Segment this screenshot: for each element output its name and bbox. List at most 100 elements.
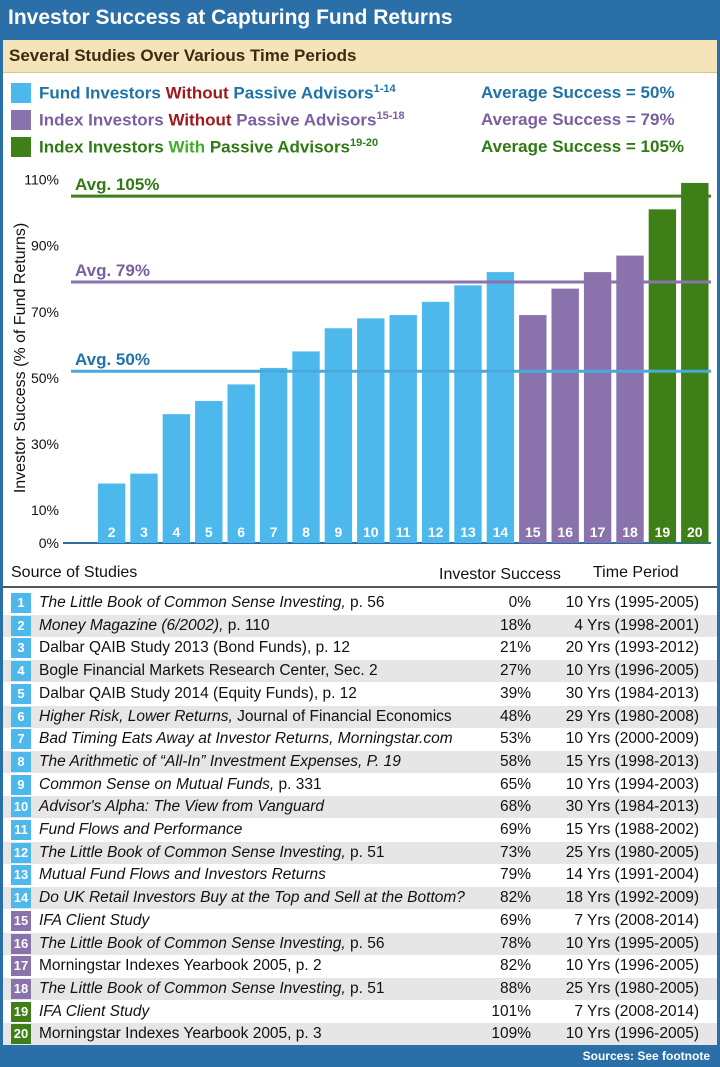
bar-label: 8	[302, 524, 310, 540]
row-number-badge: 12	[11, 842, 31, 863]
row-number-badge: 17	[11, 956, 31, 977]
legend-average: Average Success = 79%	[481, 110, 675, 129]
row-success: 68%	[499, 798, 531, 816]
bar-8	[292, 351, 320, 543]
table-row: 17 Morningstar Indexes Yearbook 2005, p. …	[3, 955, 717, 977]
row-period: 4 Yrs (1998-2001)	[574, 616, 699, 634]
row-period: 25 Yrs (1980-2005)	[565, 979, 699, 997]
table-row: 10 Advisor's Alpha: The View from Vanguar…	[3, 796, 717, 819]
table-row: 11 Fund Flows and Performance 69% 15 Yrs (1…	[3, 819, 717, 841]
bar-5	[195, 400, 223, 543]
sources-footnote: Sources: See footnote	[582, 1049, 710, 1063]
row-period: 10 Yrs (1995-2005)	[565, 934, 699, 952]
table-row: 6 Higher Risk, Lower Returns, Journal of …	[3, 705, 717, 728]
content-panel: Several Studies Over Various Time Period…	[3, 40, 717, 1046]
row-success: 39%	[499, 684, 531, 702]
y-axis-label: Investor Success (% of Fund Returns)	[12, 223, 29, 493]
legend-label: Index Investors Without Passive Advisors…	[39, 110, 405, 130]
table-row: 14 Do UK Retail Investors Buy at the Top …	[3, 887, 717, 910]
bar-label: 20	[687, 524, 703, 540]
legend-swatch	[11, 110, 31, 130]
y-tick-label: 30%	[31, 436, 59, 452]
row-success: 58%	[499, 752, 531, 770]
table-header: Source of Studies Investor Success Time …	[3, 560, 717, 588]
row-period: 10 Yrs (1996-2005)	[565, 662, 699, 680]
row-source: Bad Timing Eats Away at Investor Returns…	[39, 730, 453, 748]
row-source: Morningstar Indexes Yearbook 2005, p. 3	[39, 1025, 322, 1043]
row-number-badge: 19	[11, 1001, 31, 1022]
bar-14	[486, 272, 515, 543]
y-tick-label: 0%	[39, 535, 59, 551]
row-number-badge: 13	[11, 865, 31, 886]
page-title: Investor Success at Capturing Fund Retur…	[8, 6, 453, 29]
row-source: Do UK Retail Investors Buy at the Top an…	[39, 889, 465, 907]
row-success: 27%	[499, 662, 531, 680]
bar-7	[259, 367, 288, 543]
bar-10	[357, 318, 385, 543]
row-number-badge: 9	[11, 774, 31, 795]
y-tick-label: 50%	[31, 370, 59, 386]
row-number-badge: 8	[11, 751, 31, 772]
row-source: The Little Book of Common Sense Investin…	[39, 594, 385, 611]
row-period: 10 Yrs (1996-2005)	[565, 957, 699, 975]
row-source: Mutual Fund Flows and Investors Returns	[39, 866, 326, 884]
row-source: Dalbar QAIB Study 2014 (Equity Funds), p…	[39, 684, 357, 702]
row-period: 10 Yrs (1994-2003)	[565, 775, 699, 793]
bar-17	[583, 272, 612, 543]
row-number-badge: 18	[11, 978, 31, 999]
table-row: 20 Morningstar Indexes Yearbook 2005, p. …	[3, 1023, 717, 1046]
bar-18	[616, 255, 644, 543]
bar-label: 2	[108, 524, 116, 540]
table-row: 2 Money Magazine (6/2002), p. 110 18% 4 Yrs…	[3, 614, 717, 637]
row-period: 10 Yrs (1995-2005)	[565, 594, 699, 611]
table-row: 18 The Little Book of Common Sense Invest…	[3, 977, 717, 1000]
row-number-badge: 3	[11, 638, 31, 659]
row-source: Dalbar QAIB Study 2013 (Bond Funds), p. …	[39, 639, 351, 657]
bar-13	[454, 285, 482, 543]
y-tick-label: 10%	[31, 502, 59, 518]
average-label: Avg. 105%	[75, 175, 159, 194]
row-source: Common Sense on Mutual Funds, p. 331	[39, 775, 322, 793]
bar-12	[421, 301, 450, 543]
row-period: 7 Yrs (2008-2014)	[574, 911, 699, 929]
row-success: 82%	[499, 957, 531, 975]
subtitle: Several Studies Over Various Time Period…	[9, 46, 357, 65]
y-tick-label: 90%	[31, 238, 59, 254]
bar-label: 7	[270, 524, 278, 540]
legend-swatch	[11, 83, 31, 103]
row-number-badge: 1	[11, 593, 31, 613]
row-source: Advisor's Alpha: The View from Vanguard	[39, 798, 324, 816]
row-success: 73%	[499, 843, 531, 861]
bar-19	[648, 209, 677, 543]
row-number-badge: 10	[11, 797, 31, 818]
bar-label: 9	[335, 524, 343, 540]
bar-label: 5	[205, 524, 213, 540]
row-source: The Arithmetic of “All-In” Investment Ex…	[39, 752, 401, 770]
row-source: Fund Flows and Performance	[39, 821, 243, 838]
row-source: IFA Client Study	[39, 911, 150, 929]
row-period: 29 Yrs (1980-2008)	[565, 707, 699, 725]
row-success: 88%	[499, 979, 531, 997]
bar-label: 17	[590, 524, 606, 540]
bar-6	[227, 384, 255, 543]
row-source: Money Magazine (6/2002), p. 110	[39, 616, 270, 634]
row-source: The Little Book of Common Sense Investin…	[39, 843, 385, 861]
row-success: 21%	[499, 639, 531, 657]
row-success: 69%	[499, 821, 531, 838]
row-number-badge: 15	[11, 910, 31, 931]
bar-4	[162, 414, 191, 543]
row-period: 30 Yrs (1984-2013)	[565, 798, 699, 816]
row-period: 18 Yrs (1992-2009)	[565, 889, 699, 907]
row-success: 109%	[491, 1025, 531, 1043]
row-number-badge: 5	[11, 683, 31, 704]
bar-label: 13	[460, 524, 476, 540]
table-row: 16 The Little Book of Common Sense Invest…	[3, 932, 717, 955]
table-row: 4 Bogle Financial Markets Research Center…	[3, 660, 717, 683]
row-source: Morningstar Indexes Yearbook 2005, p. 2	[39, 957, 322, 975]
header-success: Investor Success	[439, 566, 561, 583]
average-label: Avg. 79%	[75, 261, 150, 280]
row-source: Bogle Financial Markets Research Center,…	[39, 662, 378, 680]
row-period: 10 Yrs (1996-2005)	[565, 1025, 699, 1043]
table-row: 12 The Little Book of Common Sense Invest…	[3, 841, 717, 864]
row-number-badge: 4	[11, 661, 31, 682]
